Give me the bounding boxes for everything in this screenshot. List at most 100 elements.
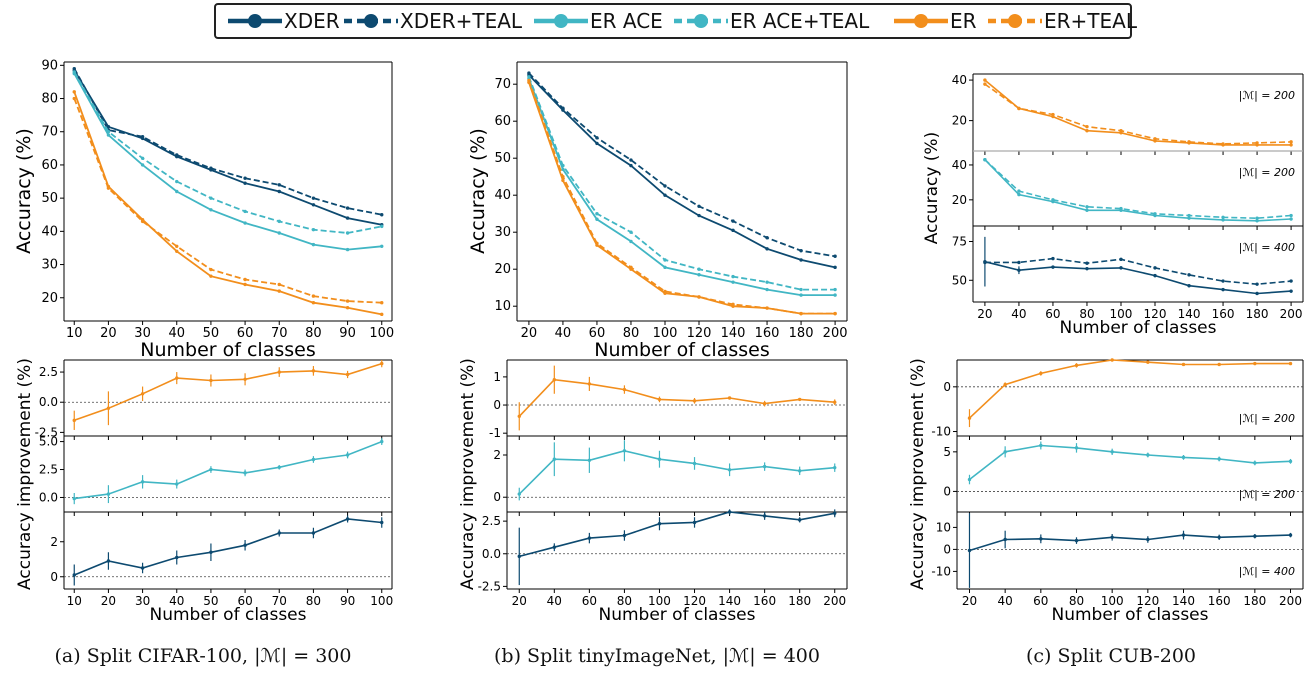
series-line-er-ace bbox=[528, 78, 836, 296]
y-tick-label: 10 bbox=[494, 299, 511, 314]
series-line-er bbox=[74, 362, 383, 422]
data-point bbox=[663, 289, 667, 294]
data-point bbox=[140, 135, 145, 139]
legend-label: XDER+TEAL bbox=[400, 9, 523, 33]
series-line-xder bbox=[969, 534, 1291, 552]
x-tick-label: 40 bbox=[998, 594, 1013, 608]
y-tick-label: 40 bbox=[41, 224, 58, 239]
data-point bbox=[1255, 216, 1259, 220]
caption-b-memory: |ℳ| = 400 bbox=[722, 645, 820, 667]
y-tick-label: 75 bbox=[952, 235, 967, 249]
series-line-er-ace bbox=[984, 159, 1292, 222]
caption-c: (c) Split CUB-200 bbox=[1026, 645, 1196, 667]
x-tick-label: 80 bbox=[1079, 307, 1094, 321]
y-tick-label: 1 bbox=[493, 370, 501, 384]
data-point bbox=[833, 311, 837, 316]
memory-label: |ℳ| = 400 bbox=[1239, 241, 1295, 254]
y-tick-label: 30 bbox=[41, 258, 58, 273]
data-point bbox=[380, 213, 384, 217]
x-tick-label: 200 bbox=[1280, 307, 1303, 321]
x-tick-label: 80 bbox=[623, 326, 640, 341]
data-point bbox=[799, 287, 803, 292]
y-axis-label: Accuracy improvement (%) bbox=[908, 358, 928, 590]
x-tick-label: 200 bbox=[1279, 594, 1302, 608]
data-point bbox=[345, 299, 350, 303]
x-tick-label: 200 bbox=[823, 326, 848, 341]
data-point bbox=[277, 231, 281, 235]
data-point bbox=[209, 267, 213, 272]
x-tick-label: 40 bbox=[547, 594, 562, 608]
data-point bbox=[731, 274, 735, 279]
data-point bbox=[1051, 198, 1055, 202]
data-point bbox=[833, 287, 837, 292]
chart-panel-b-top: 10 20 30 40 50 60 70 20 40 60 80 100 120 140 160 180 200… bbox=[467, 61, 848, 361]
series-line-xder bbox=[73, 518, 382, 576]
data-point bbox=[629, 163, 633, 168]
data-point bbox=[72, 70, 76, 74]
legend-label: ER bbox=[950, 9, 977, 33]
chart-panel-b-bottom-1: -1 0 1 Accuracy improvement (%) bbox=[458, 358, 848, 590]
data-point bbox=[1221, 218, 1225, 222]
y-tick-label: 70 bbox=[494, 77, 511, 92]
data-point bbox=[311, 294, 316, 298]
data-point bbox=[595, 212, 599, 216]
memory-label: |ℳ| = 400 bbox=[1239, 565, 1295, 578]
data-point bbox=[765, 306, 769, 310]
data-point bbox=[697, 267, 701, 271]
x-tick-label: 120 bbox=[1144, 307, 1167, 321]
data-point bbox=[209, 274, 213, 278]
series-line-er-teal bbox=[528, 80, 836, 315]
data-point bbox=[1017, 260, 1021, 265]
x-tick-label: 160 bbox=[753, 594, 776, 608]
data-point bbox=[1187, 140, 1191, 144]
series-line-xder bbox=[984, 260, 1292, 295]
data-point bbox=[629, 158, 633, 162]
x-tick-label: 20 bbox=[100, 326, 117, 341]
data-point bbox=[799, 249, 803, 253]
data-point bbox=[629, 239, 633, 244]
data-point bbox=[243, 277, 247, 282]
y-tick-label: 70 bbox=[41, 125, 58, 140]
data-point bbox=[175, 179, 179, 184]
x-tick-label: 140 bbox=[1172, 594, 1195, 608]
data-point bbox=[1289, 143, 1293, 147]
y-axis-label: Accuracy (%) bbox=[467, 128, 489, 254]
legend-label: ER ACE+TEAL bbox=[730, 9, 870, 33]
x-tick-label: 180 bbox=[788, 594, 811, 608]
data-point bbox=[243, 181, 247, 185]
y-axis-label: Accuracy (%) bbox=[922, 132, 942, 244]
caption-a: (a) Split CIFAR-100, |ℳ| = 300 bbox=[55, 645, 352, 667]
data-point bbox=[1255, 282, 1259, 286]
y-tick-label: 2.5 bbox=[39, 463, 58, 477]
data-point bbox=[1289, 217, 1293, 221]
legend-item-er: ER bbox=[892, 5, 977, 37]
data-point bbox=[561, 167, 565, 171]
x-tick-label: 100 bbox=[1110, 307, 1133, 321]
data-point bbox=[140, 156, 145, 160]
chart-panel-c-bottom-2: 0 5 |ℳ| = 200 bbox=[943, 436, 1304, 516]
data-point bbox=[799, 311, 803, 316]
series-line-er-ace bbox=[518, 449, 835, 495]
data-point bbox=[1085, 129, 1089, 133]
series-line-er-ace-teal bbox=[528, 76, 836, 291]
memory-label: |ℳ| = 200 bbox=[1239, 488, 1295, 501]
y-tick-label: 60 bbox=[41, 158, 58, 173]
data-point bbox=[345, 306, 350, 310]
y-tick-label: 0.0 bbox=[39, 395, 58, 409]
data-point bbox=[380, 224, 384, 229]
legend-label: XDER bbox=[284, 9, 340, 33]
data-point bbox=[1119, 129, 1123, 133]
data-point bbox=[311, 242, 316, 247]
y-tick-label: 5 bbox=[943, 445, 951, 459]
y-tick-label: -2.5 bbox=[478, 579, 501, 593]
x-tick-label: 10 bbox=[67, 594, 82, 608]
y-tick-label: 50 bbox=[41, 191, 58, 206]
x-tick-label: 10 bbox=[66, 326, 83, 341]
series-line-er-ace bbox=[73, 73, 382, 251]
x-tick-label: 100 bbox=[653, 326, 678, 341]
data-point bbox=[1051, 112, 1055, 117]
y-tick-label: -1 bbox=[489, 426, 501, 440]
y-tick-label: 20 bbox=[41, 291, 58, 306]
data-point bbox=[663, 258, 667, 262]
data-point bbox=[527, 78, 531, 83]
